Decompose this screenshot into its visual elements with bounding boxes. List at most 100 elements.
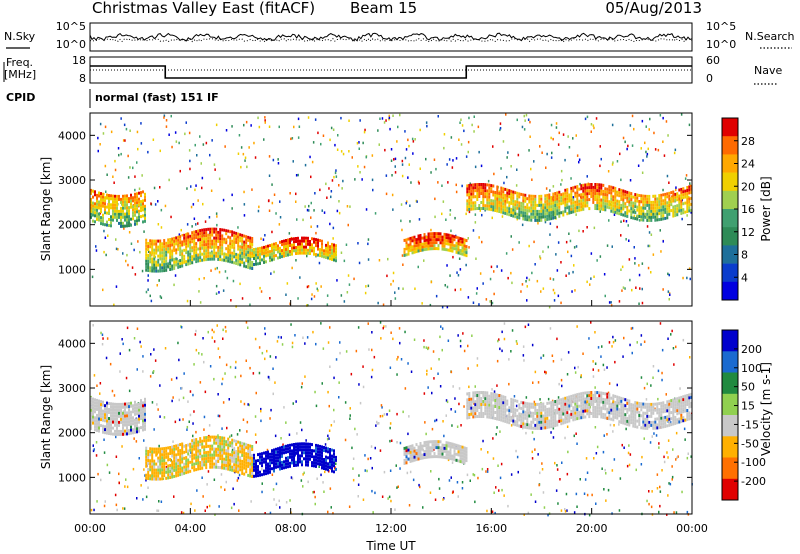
echo-cell [331, 448, 333, 452]
echo-cell [634, 205, 637, 209]
echo-cell [145, 449, 148, 453]
scatter-echo [560, 183, 562, 186]
scatter-echo [394, 171, 397, 174]
echo-cell [293, 455, 295, 458]
echo-cell [207, 435, 210, 439]
echo-cell [670, 209, 673, 213]
echo-cell [130, 193, 132, 197]
echo-cell [151, 459, 154, 463]
scatter-echo [606, 244, 609, 247]
echo-cell [576, 203, 579, 207]
scatter-echo [442, 420, 444, 423]
echo-cell [211, 230, 214, 234]
echo-cell [293, 243, 295, 247]
echo-cell [644, 212, 647, 216]
echo-cell [474, 183, 477, 187]
scatter-echo [564, 158, 566, 162]
scatter-echo [306, 254, 308, 258]
scatter-echo [570, 177, 572, 180]
echo-cell [144, 213, 146, 217]
echo-cell [98, 203, 100, 207]
scatter-echo [425, 346, 428, 349]
scatter-echo [207, 470, 210, 473]
scatter-echo [594, 362, 597, 365]
echo-cell [153, 260, 156, 264]
echo-cell [165, 452, 168, 456]
scatter-echo [533, 400, 536, 404]
scatter-echo [449, 274, 451, 277]
echo-cell [92, 189, 94, 193]
scatter-echo [430, 280, 433, 284]
echo-cell [265, 254, 267, 258]
echo-cell [544, 212, 547, 216]
scatter-echo [145, 495, 148, 499]
echo-cell [167, 470, 170, 474]
echo-cell [502, 211, 505, 215]
echo-cell [285, 444, 287, 448]
echo-cell [560, 196, 563, 200]
scatter-echo [97, 149, 99, 153]
echo-cell [151, 245, 154, 249]
echo-cell [512, 190, 515, 194]
echo-cell [435, 241, 438, 245]
echo-cell [179, 247, 182, 251]
echo-cell [114, 429, 116, 433]
echo-cell [213, 230, 216, 234]
echo-cell [572, 198, 575, 202]
scatter-echo [273, 270, 275, 274]
echo-cell [215, 453, 218, 457]
echo-cell [149, 477, 152, 481]
scatter-echo [144, 474, 146, 477]
echo-cell [500, 192, 503, 196]
echo-cell [554, 198, 557, 201]
echo-cell [267, 468, 269, 472]
scatter-echo [661, 371, 663, 375]
scatter-echo [601, 467, 603, 470]
echo-cell [572, 186, 575, 190]
scatter-echo [506, 175, 508, 179]
scatter-echo [352, 478, 355, 482]
echo-cell [108, 203, 110, 206]
echo-cell [556, 194, 559, 198]
echo-cell [494, 203, 497, 206]
scatter-echo [338, 211, 341, 215]
scatter-echo [197, 199, 199, 202]
echo-cell [195, 245, 198, 249]
scatter-echo [452, 159, 454, 162]
scatter-echo [221, 427, 223, 430]
echo-cell [138, 203, 140, 207]
echo-cell [161, 471, 164, 475]
echo-cell [225, 256, 228, 260]
scatter-echo [244, 156, 247, 159]
echo-cell [213, 251, 216, 255]
echo-cell [114, 417, 116, 421]
echo-cell [124, 420, 126, 424]
echo-cell [654, 206, 657, 210]
echo-cell [261, 249, 263, 253]
echo-cell [281, 445, 283, 449]
echo-cell [142, 220, 144, 224]
scatter-echo [648, 502, 650, 506]
scatter-echo [465, 212, 467, 216]
scatter-echo [432, 350, 435, 353]
scatter-echo [377, 129, 379, 132]
echo-cell [126, 212, 128, 216]
echo-cell [269, 455, 271, 459]
scatter-echo [384, 148, 386, 152]
scatter-echo [195, 348, 198, 352]
echo-cell [518, 204, 521, 208]
scatter-echo [485, 298, 488, 301]
scatter-echo [607, 488, 610, 492]
echo-cell [132, 211, 134, 215]
scatter-echo [498, 338, 500, 341]
scatter-echo [168, 178, 170, 182]
scatter-echo [646, 382, 648, 386]
echo-cell [144, 427, 146, 431]
echo-cell [169, 238, 172, 241]
echo-cell [177, 241, 180, 245]
echo-cell [600, 189, 603, 193]
scatter-echo [437, 115, 439, 118]
echo-cell [540, 212, 543, 216]
scatter-echo [242, 418, 245, 421]
echo-cell [287, 247, 289, 251]
